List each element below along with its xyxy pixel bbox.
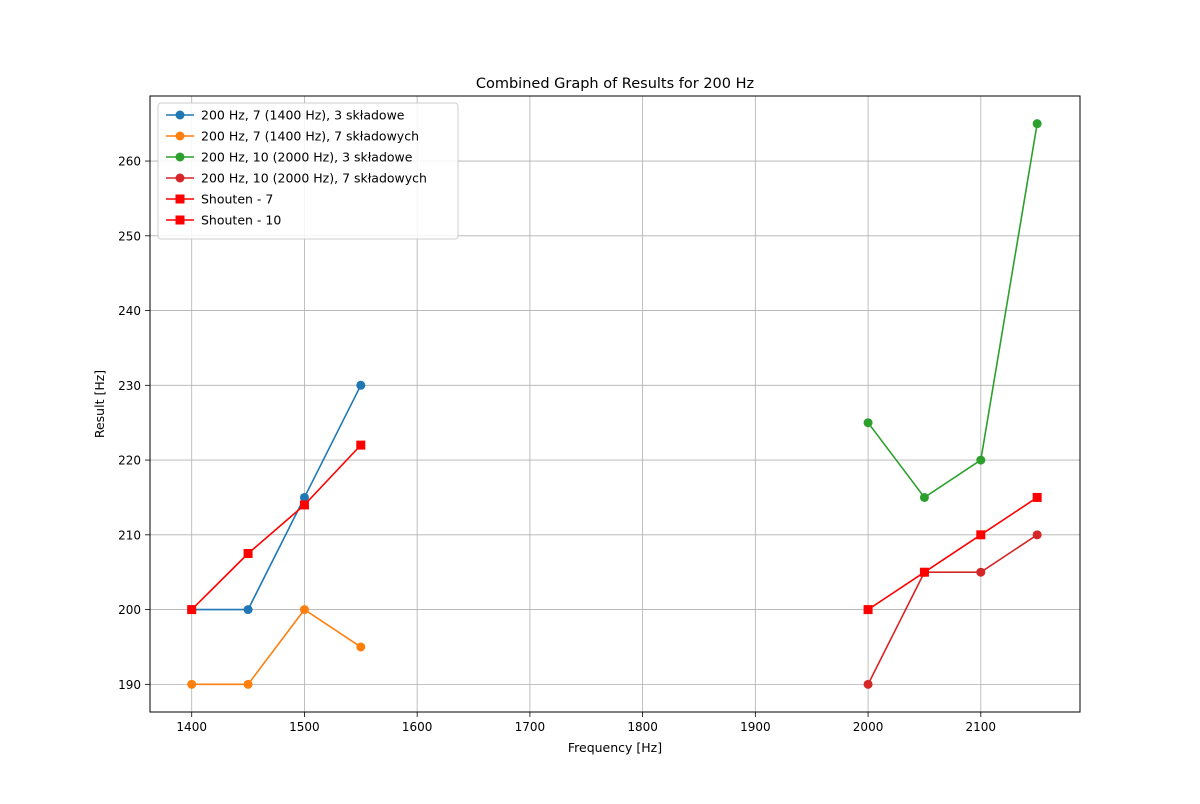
data-point (1032, 492, 1042, 502)
y-tick-label: 250 (118, 229, 141, 243)
series-line (867, 496, 1038, 611)
legend-label: Shouten - 7 (201, 192, 273, 207)
data-point (919, 567, 929, 577)
series-line (191, 444, 362, 611)
series-line (191, 608, 362, 686)
legend-label: 200 Hz, 10 (2000 Hz), 3 składowe (201, 150, 413, 165)
legend-entry: 200 Hz, 7 (1400 Hz), 7 składowych (166, 129, 419, 144)
series-4 (863, 530, 1042, 689)
data-point (299, 500, 309, 510)
legend-marker (175, 110, 185, 120)
y-tick-label: 190 (118, 678, 141, 692)
data-point (187, 605, 197, 615)
y-tick-label: 260 (118, 155, 141, 169)
axis-ticks: 1400 1500 1600 1700 1800 1900 2000 2100 190 200 21… (118, 155, 996, 734)
data-point (976, 530, 986, 540)
plot-area-frame (149, 95, 1081, 713)
legend-marker (175, 173, 185, 183)
series-layer (187, 119, 1042, 689)
series-line (191, 384, 362, 611)
x-tick-label: 2100 (966, 720, 997, 734)
x-tick-label: 2000 (853, 720, 884, 734)
data-point (299, 492, 309, 502)
y-tick-label: 230 (118, 379, 141, 393)
legend-label: 200 Hz, 7 (1400 Hz), 7 składowych (201, 129, 419, 144)
x-tick-label: 1700 (515, 720, 546, 734)
series-1 (187, 380, 366, 615)
x-tick-label: 1800 (627, 720, 658, 734)
legend-marker (175, 131, 185, 141)
data-point (863, 418, 873, 428)
legend-label: Shouten - 10 (201, 213, 281, 228)
data-point (243, 679, 253, 689)
legend-entry: 200 Hz, 7 (1400 Hz), 3 składowe (166, 108, 405, 123)
data-point (919, 492, 929, 502)
data-point (976, 567, 986, 577)
y-tick-label: 200 (118, 603, 141, 617)
series-3 (863, 119, 1042, 502)
data-point (243, 605, 253, 615)
series-5 (187, 440, 366, 615)
data-point (299, 605, 309, 615)
x-tick-label: 1400 (176, 720, 207, 734)
data-point (863, 605, 873, 615)
y-tick-label: 220 (118, 454, 141, 468)
series-6 (863, 492, 1042, 615)
data-point (243, 549, 253, 559)
data-point (356, 440, 366, 450)
x-tick-label: 1900 (740, 720, 771, 734)
data-point (356, 642, 366, 652)
series-line (867, 534, 1038, 685)
chart-title: Combined Graph of Results for 200 Hz (476, 76, 754, 92)
legend-entry: Shouten - 10 (166, 213, 281, 228)
data-point (187, 679, 197, 689)
series-2 (187, 605, 366, 689)
legend-marker (175, 194, 185, 204)
data-point (1032, 530, 1042, 540)
legend-label: 200 Hz, 7 (1400 Hz), 3 składowe (201, 108, 405, 123)
legend-entry: 200 Hz, 10 (2000 Hz), 7 składowych (166, 171, 427, 186)
legend-marker (175, 215, 185, 225)
legend: 200 Hz, 7 (1400 Hz), 3 składowe 200 Hz, 7… (157, 102, 459, 240)
y-tick-label: 240 (118, 304, 141, 318)
data-point (1032, 119, 1042, 129)
grid-lines (150, 96, 1080, 712)
data-point (863, 679, 873, 689)
x-tick-label: 1600 (402, 720, 433, 734)
y-axis-label: Result [Hz] (92, 370, 107, 438)
x-axis-label: Frequency [Hz] (568, 740, 662, 755)
y-tick-label: 210 (118, 528, 141, 542)
x-tick-label: 1500 (289, 720, 320, 734)
legend-entry: 200 Hz, 10 (2000 Hz), 3 składowe (166, 150, 413, 165)
series-line (867, 123, 1038, 499)
legend-entry: Shouten - 7 (166, 192, 273, 207)
legend-box (157, 102, 459, 240)
legend-marker (175, 152, 185, 162)
legend-label: 200 Hz, 10 (2000 Hz), 7 składowych (201, 171, 427, 186)
data-point (976, 455, 986, 465)
data-point (356, 380, 366, 390)
